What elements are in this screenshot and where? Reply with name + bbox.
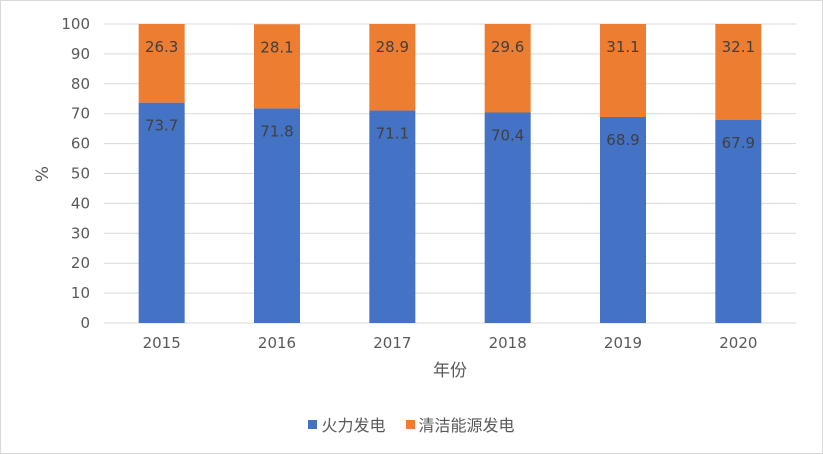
data-labels: 73.7 26.3 71.8 28.1 71.1 28.9 70.4 29.6 68.9 31.1… [145,38,755,152]
y-tick-label: 40 [71,194,90,212]
y-tick-label: 100 [61,15,90,33]
y-tick-label: 20 [71,254,90,272]
bar-thermal-2019 [600,116,646,323]
bar-clean-2017 [369,24,416,111]
x-tick-label: 2016 [258,334,296,352]
bar-thermal-2018 [484,112,531,323]
data-label: 26.3 [145,38,178,56]
bar-thermal-2016 [254,108,300,324]
data-label: 73.7 [145,117,178,135]
data-label: 71.8 [260,122,293,140]
data-label: 29.6 [491,38,524,56]
y-tick-label: 0 [80,314,90,332]
y-tick-label: 90 [71,45,90,63]
gridlines [104,23,796,324]
bar-clean-2019 [600,24,646,117]
bar-clean-2020 [715,24,762,120]
y-tick-label: 80 [71,75,90,93]
y-axis-ticks: 0 10 20 30 40 50 60 70 80 90 100 [61,15,90,332]
data-label: 71.1 [376,124,409,142]
bar-clean-2018 [484,24,531,113]
legend-item-clean: 清洁能源发电 [405,412,515,436]
legend-label-thermal: 火力发电 [321,416,386,435]
bar-clean-2016 [254,24,300,109]
data-label: 28.1 [260,38,293,56]
bar-clean-2015 [138,24,185,103]
bars [138,24,762,324]
y-tick-label: 60 [71,135,90,153]
bar-thermal-2017 [369,110,416,323]
y-tick-label: 70 [71,105,90,123]
legend: 火力发电 清洁能源发电 [0,412,823,436]
legend-swatch-clean [405,419,415,429]
y-tick-label: 50 [71,165,90,183]
x-axis-ticks: 2015 2016 2017 2018 2019 2020 [143,334,758,352]
x-tick-label: 2018 [489,334,527,352]
bar-thermal-2020 [715,119,762,323]
data-label: 70.4 [491,127,524,145]
data-label: 67.9 [722,134,755,152]
data-label: 32.1 [722,38,755,56]
legend-item-thermal: 火力发电 [308,412,386,436]
x-tick-label: 2019 [604,334,642,352]
x-tick-label: 2017 [373,334,411,352]
legend-label-clean: 清洁能源发电 [418,416,515,435]
x-tick-label: 2020 [719,334,757,352]
data-label: 28.9 [376,38,409,56]
x-axis-title: 年份 [433,361,467,381]
y-axis-title: % [33,166,53,182]
y-tick-label: 10 [71,284,90,302]
bar-thermal-2015 [138,102,185,324]
data-label: 68.9 [606,131,639,149]
legend-swatch-thermal [308,419,318,429]
y-tick-label: 30 [71,224,90,242]
x-tick-label: 2015 [143,334,181,352]
data-label: 31.1 [606,38,639,56]
